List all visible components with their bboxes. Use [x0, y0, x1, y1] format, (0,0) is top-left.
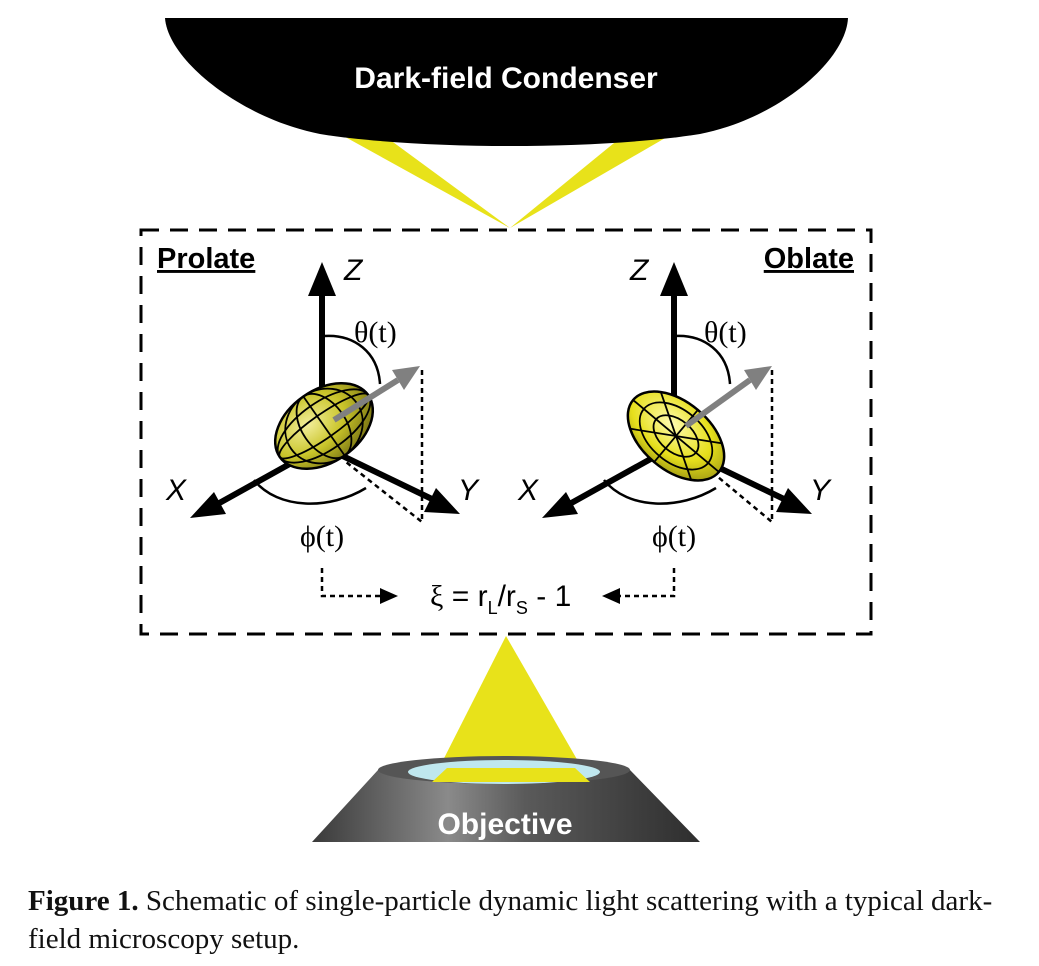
prolate-orientation-arrow [332, 377, 400, 423]
prolate-z-arrowhead [308, 262, 336, 296]
condenser-body [165, 18, 848, 146]
prolate-theta-label: θ(t) [354, 316, 397, 349]
prolate-x-label: X [165, 474, 187, 507]
caption-label: Figure 1. [28, 885, 139, 917]
condenser-light-beam-right [510, 112, 710, 228]
oblate-panel: Oblate Z X Y θ(t) ϕ(t) [517, 243, 854, 553]
oblate-y-label: Y [810, 474, 832, 507]
objective-label: Objective [437, 808, 572, 841]
prolate-phi-arc [253, 479, 367, 505]
dark-field-scattering-diagram: Dark-field Condenser Objective Prolate [139, 18, 873, 842]
oblate-theta-label: θ(t) [704, 316, 747, 349]
objective-light-cone [432, 636, 590, 782]
aspect-ratio-equation: ξ = rL/rS - 1 [430, 580, 571, 618]
prolate-title: Prolate [157, 243, 255, 275]
prolate-orientation-arrowhead [392, 366, 420, 390]
objective-lens [312, 756, 700, 842]
equation-xi: ξ [430, 580, 443, 613]
prolate-y-arrowhead [424, 488, 460, 514]
equation-slash: /r [498, 580, 516, 613]
oblate-orientation-arrow [684, 377, 752, 429]
oblate-z-label: Z [629, 254, 650, 287]
oblate-x-arrowhead [542, 492, 578, 518]
oblate-x-label: X [517, 474, 539, 507]
equation-sub-s: S [516, 598, 528, 618]
oblate-theta-arc [673, 334, 732, 385]
oblate-connector-arrowhead [602, 588, 620, 604]
prolate-y-label: Y [458, 474, 480, 507]
equation-sub-l: L [488, 598, 498, 618]
prolate-z-label: Z [343, 254, 364, 287]
equation-eq: = r [443, 580, 487, 613]
prolate-projection-lines [345, 370, 424, 525]
figure-caption: Figure 1. Schematic of single-particle d… [28, 882, 1018, 958]
equation-tail: - 1 [528, 580, 571, 613]
prolate-connector-arrowhead [380, 588, 398, 604]
prolate-panel: Prolate Z X Y [157, 243, 480, 553]
oblate-y-arrowhead [776, 488, 812, 514]
prolate-x-arrowhead [190, 492, 226, 518]
caption-text: Schematic of single-particle dynamic lig… [28, 885, 993, 955]
oblate-to-equation-connector [618, 568, 676, 598]
oblate-phi-arc [603, 479, 717, 505]
prolate-to-equation-connector [320, 568, 382, 598]
oblate-phi-label: ϕ(t) [652, 520, 696, 553]
oblate-z-arrowhead [660, 262, 688, 296]
prolate-theta-arc [323, 334, 382, 385]
oblate-orientation-arrowhead [744, 366, 772, 390]
condenser-label: Dark-field Condenser [354, 62, 658, 95]
prolate-phi-label: ϕ(t) [300, 520, 344, 553]
sample-region-box [139, 228, 873, 636]
condenser-light-beam-left [300, 112, 510, 228]
oblate-title: Oblate [764, 243, 854, 275]
